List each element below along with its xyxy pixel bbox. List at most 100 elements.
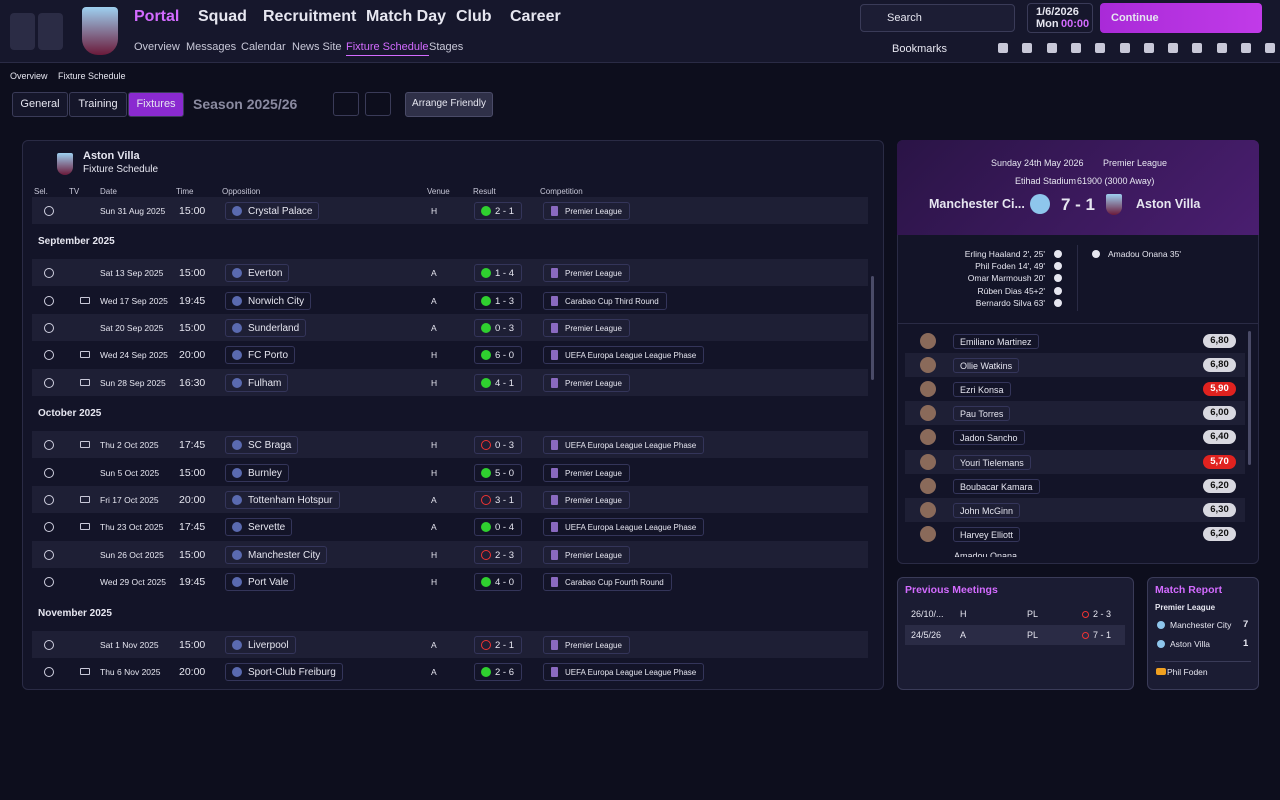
tab-label[interactable]: General [20, 98, 60, 110]
result-badge[interactable] [474, 662, 522, 681]
toolbar-icon[interactable] [1192, 43, 1203, 53]
submenu-item[interactable]: Fixture Schedule [346, 41, 429, 56]
result-badge[interactable] [474, 201, 522, 220]
submenu-item[interactable]: Stages [429, 41, 464, 53]
player-name[interactable]: Youri Tielemans [953, 454, 1031, 470]
fixture-row[interactable] [32, 197, 868, 224]
submenu-item[interactable]: Messages [186, 41, 237, 53]
tab[interactable] [128, 92, 184, 117]
opposition-badge[interactable]: Crystal Palace [225, 201, 320, 220]
opposition-badge[interactable]: Port Vale [225, 573, 296, 592]
fixture-row[interactable] [32, 431, 868, 459]
result-badge[interactable] [474, 573, 522, 592]
submenu-item[interactable]: News Site [292, 41, 342, 53]
toolbar-icon[interactable] [1070, 43, 1081, 53]
submenu-item[interactable]: Overview [134, 41, 180, 53]
competition-badge[interactable]: Carabao Cup Fourth Round [543, 573, 672, 592]
back-button[interactable] [10, 13, 35, 50]
result-badge[interactable] [474, 346, 522, 365]
opposition-badge[interactable]: Servette [225, 518, 293, 537]
competition-badge[interactable]: Carabao Cup Third Round [543, 291, 667, 310]
season[interactable]: Season 2025/26 [193, 96, 298, 112]
competition-badge[interactable]: Premier League [543, 318, 630, 337]
tab-label[interactable]: Fixtures [136, 98, 176, 110]
breadcrumb[interactable]: Overview [10, 71, 48, 81]
opposition-badge[interactable]: Fulham [225, 373, 289, 392]
result-badge[interactable] [474, 373, 522, 392]
opposition-badge[interactable]: Sport-Club Freiburg [225, 662, 343, 681]
menu-item[interactable]: Career [510, 8, 561, 25]
opposition-badge[interactable]: Manchester City [225, 545, 328, 564]
player-name[interactable]: Pau Torres [953, 406, 1011, 422]
forward-button[interactable] [38, 13, 63, 50]
player-name[interactable]: Ezri Konsa [953, 382, 1011, 398]
competition-badge[interactable]: UEFA Europa League League Phase [543, 346, 705, 365]
search-button[interactable] [860, 4, 1015, 32]
fixture-row[interactable] [32, 630, 868, 658]
competition-badge[interactable]: Premier League [543, 201, 630, 220]
player-name[interactable]: Harvey Elliott [953, 526, 1021, 542]
opposition-badge[interactable]: Liverpool [225, 635, 296, 654]
opposition-badge[interactable]: SC Braga [225, 436, 299, 455]
result-badge[interactable] [474, 490, 522, 509]
opposition-badge[interactable]: Norwich City [225, 291, 312, 310]
opposition-badge[interactable]: Everton [225, 264, 290, 283]
toolbar-icon[interactable] [1119, 43, 1130, 53]
fixture-row[interactable] [32, 314, 868, 342]
result-badge[interactable] [474, 318, 522, 337]
competition-badge[interactable]: Premier League [543, 373, 630, 392]
search-label[interactable]: Search [887, 12, 922, 24]
tab[interactable] [69, 92, 127, 117]
opposition-badge[interactable]: FC Porto [225, 346, 296, 365]
player-name[interactable]: Ollie Watkins [953, 358, 1020, 374]
arrange-label[interactable]: Arrange Friendly [412, 98, 486, 109]
result-badge[interactable] [474, 518, 522, 537]
menu-item[interactable]: Match Day [366, 8, 447, 25]
opposition-badge[interactable]: Burnley [225, 463, 289, 482]
fixture-row[interactable] [32, 541, 868, 568]
competition-badge[interactable]: Premier League [543, 635, 630, 654]
toolbar-icon[interactable] [1265, 43, 1276, 53]
toolbar-icon[interactable] [1046, 43, 1057, 53]
player-name[interactable]: Boubacar Kamara [953, 478, 1040, 494]
menu-item[interactable]: Club [456, 8, 492, 25]
fixture-row[interactable] [32, 369, 868, 396]
opposition-badge[interactable]: Sunderland [225, 318, 307, 337]
result-badge[interactable] [474, 291, 522, 310]
opposition-badge[interactable]: Tottenham Hotspur [225, 490, 340, 509]
competition-badge[interactable]: UEFA Europa League League Phase [543, 518, 705, 537]
fixture-row[interactable] [32, 259, 868, 287]
result-badge[interactable] [474, 545, 522, 564]
competition-badge[interactable]: UEFA Europa League League Phase [543, 436, 705, 455]
bookmarks[interactable]: Bookmarks [892, 43, 948, 55]
competition-badge[interactable]: Premier League [543, 545, 630, 564]
result-badge[interactable] [474, 635, 522, 654]
result-badge[interactable] [474, 463, 522, 482]
player-name[interactable]: John McGinn [953, 502, 1021, 518]
continue-label[interactable]: Continue [1111, 12, 1159, 24]
toolbar-icon[interactable] [1216, 43, 1227, 53]
toolbar-icon[interactable] [998, 43, 1008, 53]
tab[interactable] [12, 92, 68, 117]
toolbar-icon[interactable] [1022, 43, 1033, 53]
result-badge[interactable] [474, 264, 522, 283]
continue-button[interactable] [1100, 3, 1262, 33]
toolbar-icon[interactable] [1143, 43, 1154, 53]
submenu-item[interactable]: Calendar [241, 41, 286, 53]
prev-season[interactable] [333, 92, 359, 116]
menu-item[interactable]: Squad [198, 8, 247, 25]
player-name[interactable]: Emiliano Martinez [953, 334, 1039, 349]
menu-item[interactable]: Portal [134, 8, 180, 25]
result-badge[interactable] [474, 436, 522, 455]
competition-badge[interactable]: Premier League [543, 264, 630, 283]
player-name[interactable]: Jadon Sancho [953, 430, 1025, 446]
next-season[interactable] [365, 92, 391, 116]
fixture-row[interactable] [32, 486, 868, 514]
competition-badge[interactable]: Premier League [543, 490, 630, 509]
competition-badge[interactable]: Premier League [543, 463, 630, 482]
toolbar-icon[interactable] [1168, 43, 1179, 53]
toolbar-icon[interactable] [1095, 43, 1106, 53]
toolbar-icon[interactable] [1241, 43, 1251, 53]
arrange-button[interactable] [405, 92, 493, 117]
tab-label[interactable]: Training [78, 98, 118, 110]
